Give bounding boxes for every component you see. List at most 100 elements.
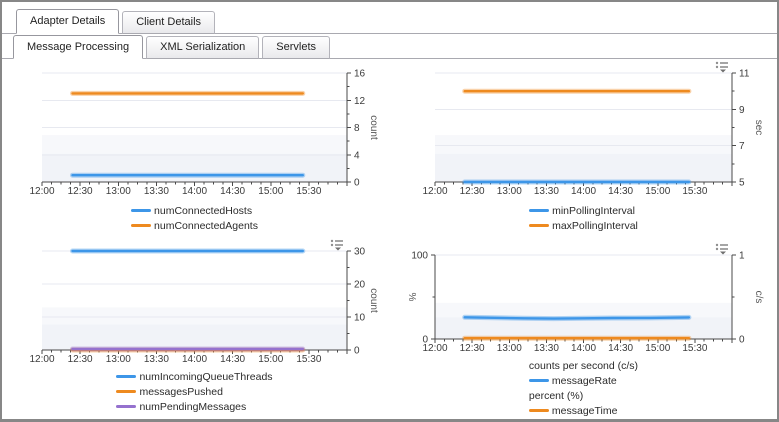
chart-legend: numConnectedHosts numConnectedAgents bbox=[42, 204, 347, 234]
tab-servlets[interactable]: Servlets bbox=[262, 36, 331, 59]
legend-label: maxPollingInterval bbox=[552, 220, 638, 232]
legend-label: messagesPushed bbox=[139, 386, 223, 398]
x-tick-label: 14:00 bbox=[182, 354, 207, 365]
chart-legend: numIncomingQueueThreads messagesPushed num… bbox=[42, 370, 347, 415]
x-tick-label: 13:00 bbox=[106, 186, 131, 197]
y-axis-title: sec bbox=[753, 120, 764, 136]
y-tick-label: 8 bbox=[354, 123, 360, 134]
y-tick-label: 4 bbox=[354, 150, 360, 161]
chart-connected-hosts-agents: 12:00 12:30 13:00 13:30 14:00 14:30 15:00 15:30… bbox=[12, 60, 390, 234]
y-tick-label: 10 bbox=[354, 313, 366, 324]
y-axis-title: % bbox=[406, 293, 417, 302]
x-tick-label: 13:30 bbox=[534, 186, 559, 197]
tab-xml-serialization[interactable]: XML Serialization bbox=[146, 36, 260, 59]
legend-label: messageRate bbox=[551, 375, 617, 387]
y-axis-title: count bbox=[368, 288, 379, 313]
chart-menu-icon[interactable] bbox=[715, 243, 729, 255]
legend-swatch bbox=[116, 390, 137, 393]
series-line-messageRate bbox=[463, 316, 691, 320]
legend-item-numConnectedAgents[interactable]: numConnectedAgents bbox=[131, 219, 258, 234]
legend-item-messageTime[interactable]: messageTime bbox=[528, 404, 638, 419]
tab-client-details[interactable]: Client Details bbox=[122, 11, 216, 34]
legend-label: messageTime bbox=[551, 405, 618, 417]
legend-item-maxPollingInterval[interactable]: maxPollingInterval bbox=[529, 219, 638, 234]
chart-menu-icon[interactable] bbox=[715, 61, 729, 73]
y-tick-label: 5 bbox=[739, 178, 745, 189]
legend-swatch bbox=[131, 209, 152, 212]
legend-swatch bbox=[116, 405, 137, 408]
tab-message-processing[interactable]: Message Processing bbox=[13, 35, 144, 59]
x-tick-label: 12:30 bbox=[460, 186, 485, 197]
y-axis-title: c/s bbox=[753, 291, 764, 304]
x-tick-label: 13:30 bbox=[144, 354, 169, 365]
x-tick-label: 12:00 bbox=[422, 343, 447, 354]
x-tick-label: 12:00 bbox=[29, 354, 54, 365]
legend-swatch bbox=[528, 379, 549, 382]
x-tick-label: 15:30 bbox=[682, 186, 707, 197]
x-tick-label: 15:30 bbox=[296, 186, 321, 197]
y-tick-label: 11 bbox=[739, 69, 750, 80]
x-tick-label: 12:30 bbox=[68, 186, 93, 197]
x-tick-label: 15:30 bbox=[682, 343, 707, 354]
x-tick-label: 14:30 bbox=[608, 343, 633, 354]
y-tick-label: 0 bbox=[739, 335, 745, 346]
y-tick-label: 30 bbox=[354, 247, 366, 258]
tab-adapter-details[interactable]: Adapter Details bbox=[16, 9, 120, 34]
y-tick-label: 7 bbox=[739, 141, 745, 152]
x-tick-label: 15:30 bbox=[296, 354, 321, 365]
legend-swatch bbox=[529, 224, 550, 227]
y-tick-label: 16 bbox=[354, 69, 366, 80]
legend-label: numPendingMessages bbox=[139, 401, 247, 413]
y-tick-label: 12 bbox=[354, 96, 366, 107]
x-tick-label: 13:00 bbox=[497, 343, 522, 354]
y-tick-label: 0 bbox=[422, 335, 428, 346]
y-tick-label: 20 bbox=[354, 280, 366, 291]
legend-item-numConnectedHosts[interactable]: numConnectedHosts bbox=[131, 204, 258, 219]
legend-label: numIncomingQueueThreads bbox=[139, 371, 273, 383]
legend-label: minPollingInterval bbox=[552, 205, 635, 217]
chart-legend: minPollingInterval maxPollingInterval bbox=[435, 204, 732, 234]
legend-group-title: counts per second (c/s) bbox=[528, 360, 639, 372]
legend-item-numPendingMessages[interactable]: numPendingMessages bbox=[116, 400, 272, 415]
x-tick-label: 14:00 bbox=[182, 186, 207, 197]
legend-swatch bbox=[131, 224, 152, 227]
x-tick-label: 14:00 bbox=[571, 343, 596, 354]
chart-queue-threads-messages: 12:00 12:30 13:00 13:30 14:00 14:30 15:00 15:30… bbox=[12, 238, 390, 415]
x-tick-label: 12:30 bbox=[68, 354, 93, 365]
x-tick-label: 14:30 bbox=[220, 186, 245, 197]
legend-swatch bbox=[529, 209, 550, 212]
x-tick-label: 12:30 bbox=[460, 343, 485, 354]
y-tick-label: 9 bbox=[739, 105, 745, 116]
chart-menu-icon[interactable] bbox=[330, 239, 344, 251]
x-tick-label: 13:00 bbox=[106, 354, 131, 365]
legend-group-title: percent (%) bbox=[528, 390, 584, 402]
x-tick-label: 15:00 bbox=[258, 354, 283, 365]
y-tick-label: 1 bbox=[739, 251, 745, 262]
x-tick-label: 12:00 bbox=[29, 186, 54, 197]
legend-swatch bbox=[116, 375, 137, 378]
x-tick-label: 14:30 bbox=[608, 186, 633, 197]
legend-item-messageRate[interactable]: messageRate bbox=[528, 374, 638, 389]
chart-polling-interval: 12:00 12:30 13:00 13:30 14:00 14:30 15:00 15:30… bbox=[400, 60, 775, 234]
x-tick-label: 15:00 bbox=[645, 343, 670, 354]
x-tick-label: 12:00 bbox=[422, 186, 447, 197]
x-tick-label: 14:00 bbox=[571, 186, 596, 197]
x-tick-label: 14:30 bbox=[220, 354, 245, 365]
chart-canvas: 12:00 12:30 13:00 13:30 14:00 14:30 15:00 15:30… bbox=[29, 247, 379, 366]
tabbar-details: Adapter Details Client Details bbox=[2, 8, 777, 34]
chart-canvas: 12:00 12:30 13:00 13:30 14:00 14:30 15:00 15:30… bbox=[406, 251, 764, 355]
legend-item-minPollingInterval[interactable]: minPollingInterval bbox=[529, 204, 638, 219]
chart-canvas: 12:00 12:30 13:00 13:30 14:00 14:30 15:00 15:30… bbox=[29, 69, 379, 198]
x-tick-label: 13:00 bbox=[497, 186, 522, 197]
legend-label: numConnectedAgents bbox=[154, 220, 258, 232]
legend-item-numIncomingQueueThreads[interactable]: numIncomingQueueThreads bbox=[116, 370, 273, 385]
y-tick-label: 0 bbox=[354, 346, 360, 357]
y-axis-title: count bbox=[368, 115, 379, 140]
chart-message-rate-time: 12:00 12:30 13:00 13:30 14:00 14:30 15:00 15:30… bbox=[400, 238, 775, 419]
legend-swatch bbox=[528, 409, 549, 412]
legend-item-messagesPushed[interactable]: messagesPushed bbox=[116, 385, 272, 400]
chart-legend: counts per second (c/s) messageRate percen… bbox=[435, 359, 732, 419]
chart-canvas: 12:00 12:30 13:00 13:30 14:00 14:30 15:00 15:30… bbox=[422, 69, 764, 198]
x-tick-label: 15:00 bbox=[258, 186, 283, 197]
